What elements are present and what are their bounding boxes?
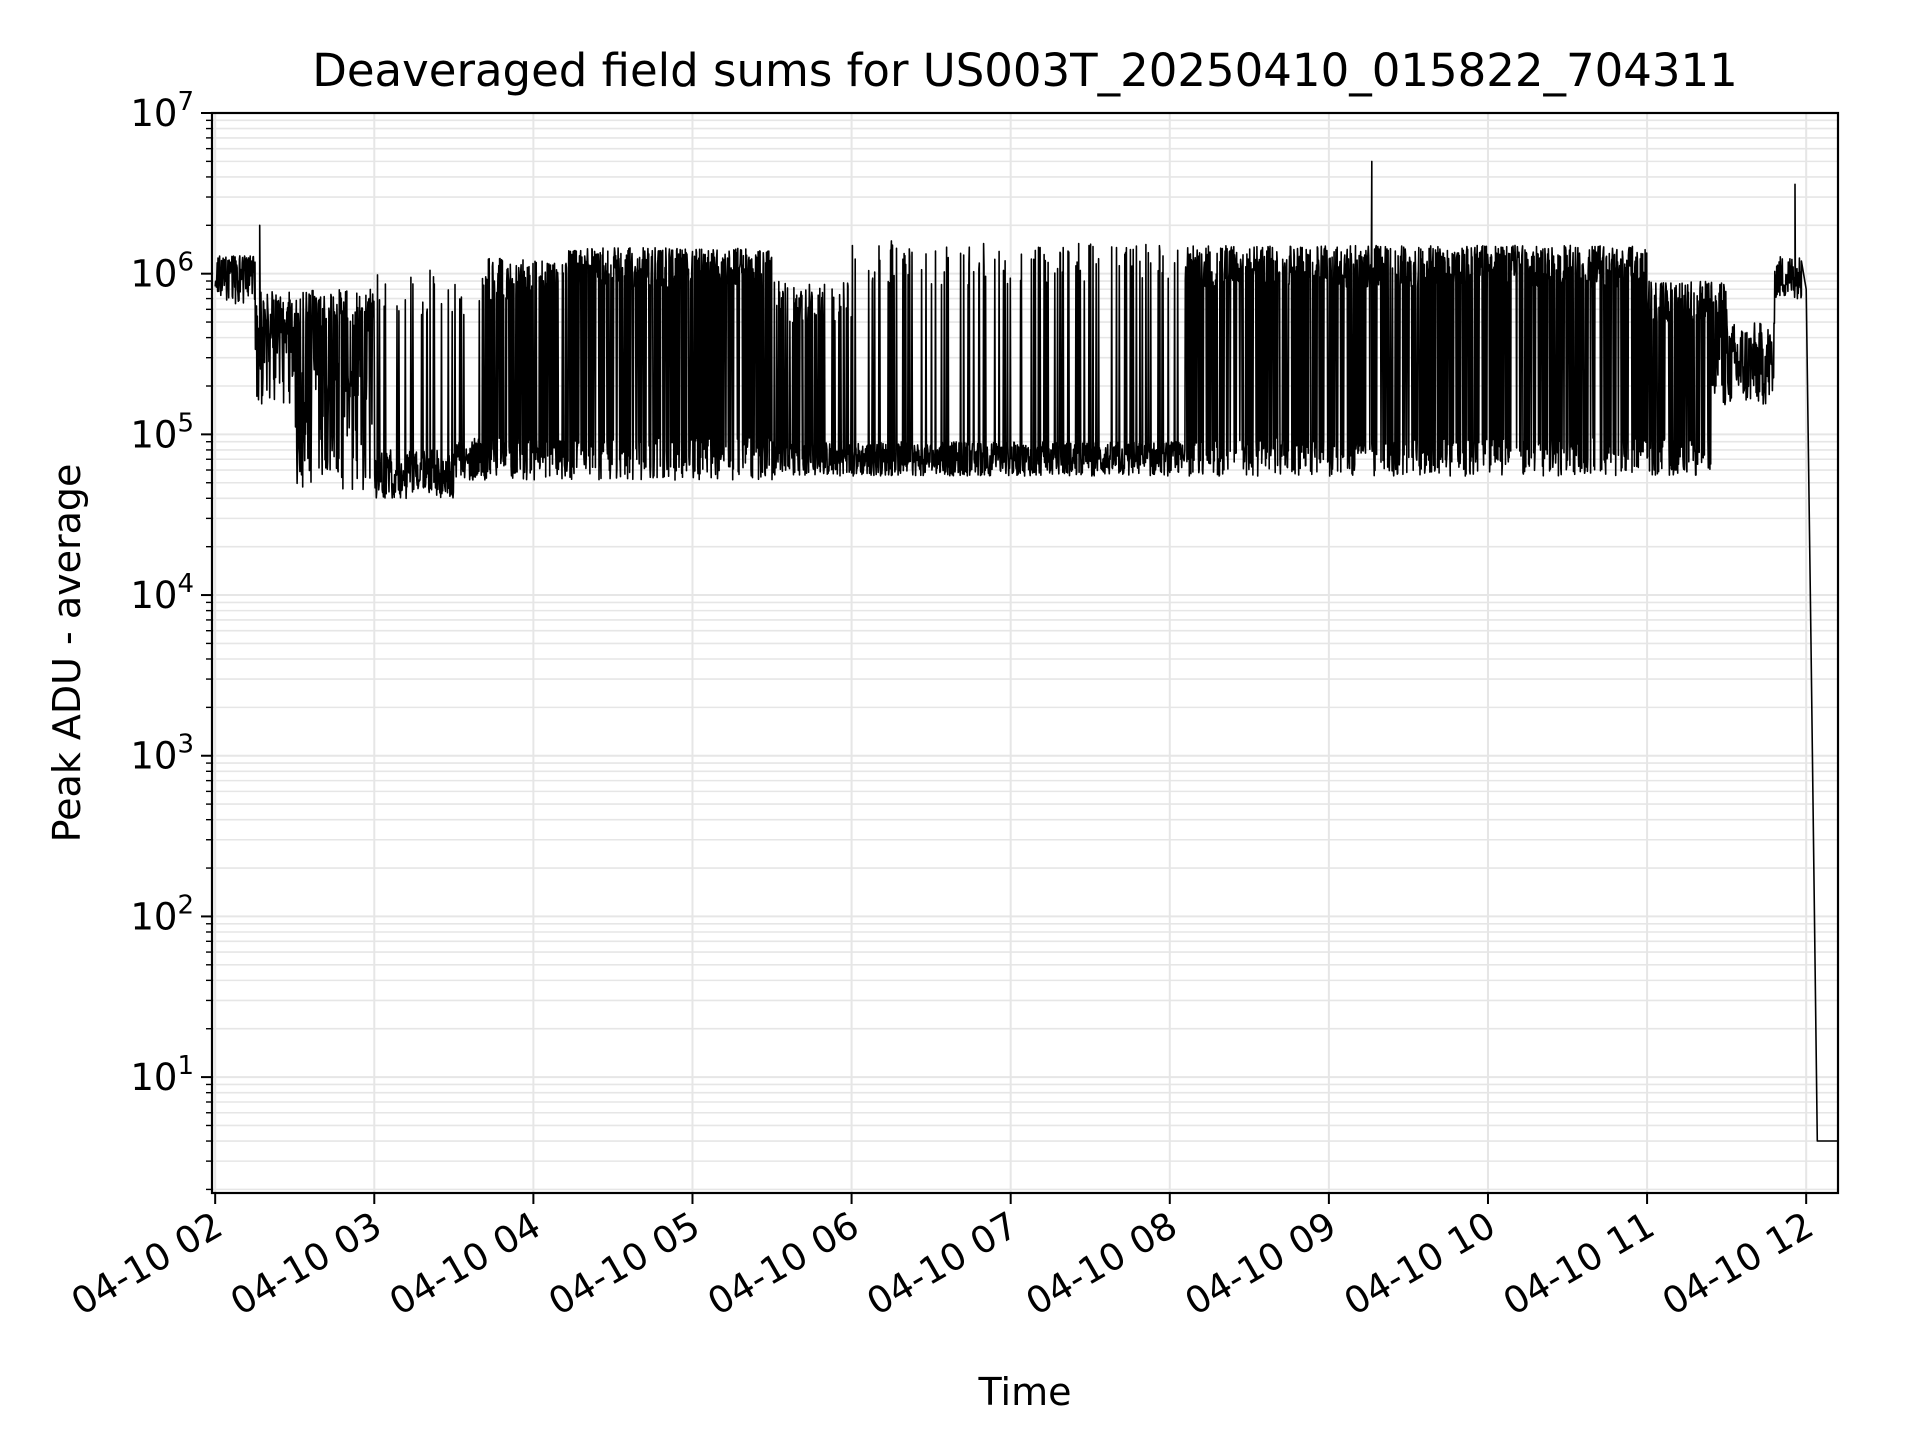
- x-tick-label: 04-10 12: [1655, 1204, 1821, 1324]
- plot-area: [214, 160, 1838, 1142]
- x-tick-label: 04-10 06: [701, 1204, 867, 1324]
- series-line: [214, 160, 1838, 1142]
- x-tick-label: 04-10 11: [1496, 1204, 1662, 1324]
- y-axis-label: Peak ADU - average: [45, 464, 89, 843]
- x-tick-label: 04-10 07: [860, 1204, 1026, 1324]
- x-tick-label: 04-10 03: [223, 1204, 389, 1324]
- tick-layer: [201, 112, 1808, 1204]
- x-tick-label: 04-10 02: [64, 1204, 230, 1324]
- plot-frame: [210, 111, 1840, 1195]
- y-tick-label: 101: [130, 1051, 194, 1099]
- y-tick-label: 103: [130, 730, 194, 778]
- y-tick-label: 102: [130, 890, 194, 938]
- y-tick-label: 104: [130, 569, 194, 617]
- x-tick-label: 04-10 05: [541, 1204, 707, 1324]
- y-tick-label: 106: [130, 248, 194, 296]
- x-tick-label: 04-10 04: [382, 1204, 548, 1324]
- y-tick-label: 107: [130, 87, 194, 135]
- x-tick-label: 04-10 10: [1337, 1204, 1503, 1324]
- y-tick-label: 105: [130, 408, 194, 456]
- chart-title: Deaveraged field sums for US003T_2025041…: [312, 44, 1738, 97]
- x-tick-label: 04-10 08: [1019, 1204, 1185, 1324]
- x-axis-label: Time: [978, 1370, 1072, 1414]
- x-tick-label: 04-10 09: [1178, 1204, 1344, 1324]
